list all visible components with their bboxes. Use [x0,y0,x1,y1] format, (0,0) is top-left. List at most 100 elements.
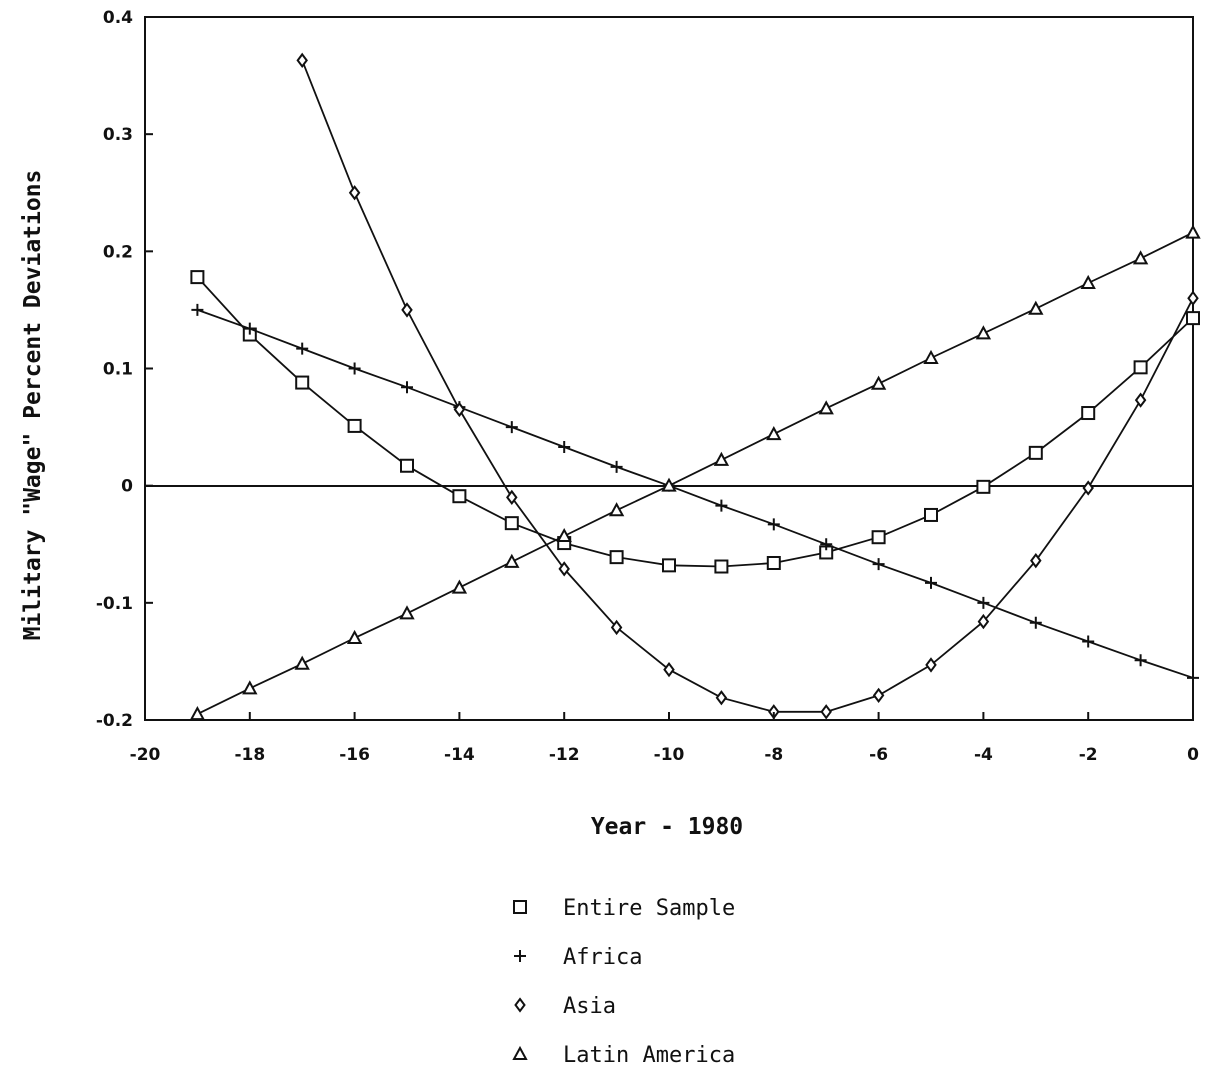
data-point [1132,250,1149,265]
data-point [1187,671,1199,684]
legend-label: Africa [563,945,642,970]
data-point [977,613,990,630]
legend-item: Entire Sample [513,896,735,921]
data-point [400,458,414,473]
legend-item: Africa [514,945,642,970]
data-point [820,538,833,551]
legend-item: Asia [514,994,616,1019]
data-point [348,362,361,375]
legend-label: Asia [563,994,616,1019]
data-point [505,421,518,434]
data-point [558,561,570,577]
x-tick-label: -6 [869,745,888,765]
data-point [715,690,728,706]
x-tick-label: -16 [339,745,370,765]
data-point [242,680,258,695]
data-point [1187,290,1199,306]
data-point [1028,300,1044,315]
data-point [296,52,308,69]
data-point [767,518,780,531]
data-point [556,527,572,543]
data-point [506,489,518,506]
x-tick-label: 0 [1187,745,1199,765]
series-line [197,309,1194,679]
data-point [661,477,677,492]
data-point [1134,392,1147,408]
legend-marker-plus [514,950,526,962]
data-point [504,553,520,568]
data-point [1029,616,1042,629]
data-point [871,530,886,545]
data-point [1134,654,1147,667]
x-axis-title: Year - 1980 [591,814,743,840]
data-point [452,489,467,504]
data-point [558,441,571,454]
y-tick-label: 0.4 [103,8,133,28]
legend-marker-square [513,900,527,914]
data-point [975,325,992,340]
y-tick-label: -0.2 [96,711,133,731]
series-latin-america [189,224,1201,721]
y-tick-label: 0.2 [103,242,133,262]
x-tick-label: -20 [130,745,161,765]
data-point [451,579,468,594]
legend-item: Latin America [512,1043,735,1068]
data-point [610,460,623,473]
legend-marker-diamond [514,997,526,1013]
data-point [872,687,885,704]
data-point [348,185,361,201]
y-axis-title: Military "Wage" Percent Deviations [20,170,46,641]
data-point [191,303,204,316]
data-point [608,502,625,517]
series-layer [189,52,1201,721]
series-line [196,276,1194,568]
data-point [662,558,676,573]
data-point [766,555,781,570]
data-point [504,516,519,531]
series-line [197,231,1194,715]
x-tick-label: -14 [444,745,475,765]
data-point [190,270,205,285]
data-point [870,375,887,390]
data-point [399,605,415,620]
data-point [295,375,310,390]
x-tick-label: -12 [549,745,580,765]
data-point [872,558,885,571]
data-point [401,381,413,394]
data-point [1082,480,1094,496]
data-point [296,342,309,355]
x-tick-label: -4 [974,745,993,765]
data-point [1133,360,1148,375]
y-tick-label: 0.3 [103,125,133,145]
data-point [715,499,728,512]
data-point [1081,406,1096,421]
data-point [818,400,834,415]
y-axis-ticks: 0.4 0.3 0.2 0.1 0 -0.1 -0.2 [96,8,153,731]
data-point [714,559,729,574]
data-point [401,302,413,318]
data-point [453,401,466,418]
x-tick-label: -8 [764,745,783,765]
x-tick-label: -2 [1079,745,1098,765]
data-point [189,706,206,721]
y-tick-label: 0.1 [103,360,133,380]
data-point [1080,274,1096,289]
data-point [347,418,362,433]
data-point [820,704,832,720]
data-point [1185,224,1201,239]
legend-label: Entire Sample [563,896,735,921]
x-tick-label: -18 [234,745,265,765]
data-point [977,596,990,609]
legend: Entire Sample Africa Asia Latin America [512,896,735,1068]
series-africa [191,303,1199,684]
data-point [925,657,937,673]
data-point [610,619,623,636]
y-tick-label: 0 [121,477,133,497]
series-entire-sample [190,270,1200,574]
data-point [923,349,939,364]
x-tick-label: -10 [654,745,685,765]
data-point [1186,311,1200,326]
legend-label: Latin America [563,1043,735,1068]
legend-marker-triangle [512,1045,528,1060]
